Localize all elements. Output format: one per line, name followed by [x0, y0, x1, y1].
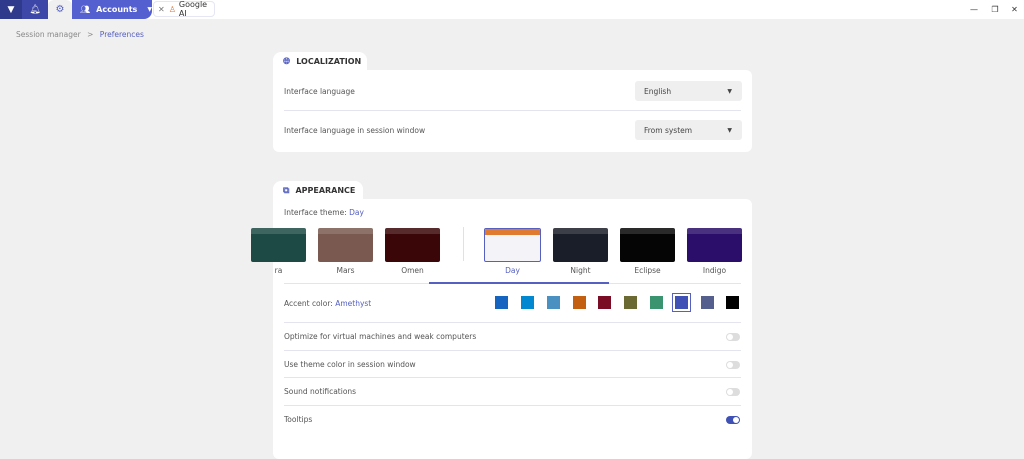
close-window-button[interactable]: ✕ — [1005, 0, 1024, 19]
theme-label: Eclipse — [634, 266, 661, 275]
restore-icon: ❐ — [991, 5, 999, 14]
theme-preview-bar — [318, 228, 373, 234]
users-icon: 👥︎ — [80, 5, 91, 14]
breadcrumb-separator: > — [87, 30, 94, 39]
theme-thumbnail-eclipse[interactable] — [620, 228, 675, 262]
theme-thumbnail-mars[interactable] — [318, 228, 373, 262]
theme-label: Interface theme: Day — [284, 208, 364, 217]
theme-preview-bar — [620, 228, 675, 234]
theme-thumbnail-ra[interactable] — [251, 228, 306, 262]
theme-thumbnail-indigo[interactable] — [687, 228, 742, 262]
appearance-card: Interface theme: Day ra Mars Omen Day Night E… — [251, 199, 752, 459]
tooltips-label: Tooltips — [284, 415, 313, 424]
theme-divider — [463, 227, 464, 261]
sound-notifications-toggle[interactable] — [726, 388, 740, 396]
localization-card: Interface language English ▼ Interface la… — [273, 70, 752, 152]
bell-icon: 🔔︎ — [29, 4, 41, 15]
section-title: APPEARANCE — [295, 186, 356, 195]
divider — [284, 377, 741, 378]
localization-header: 🌐︎ LOCALIZATION — [273, 52, 367, 71]
theme-thumbnail-omen[interactable] — [385, 228, 440, 262]
accent-label: Accent color: Amethyst — [284, 299, 372, 308]
tooltips-toggle[interactable] — [726, 416, 740, 424]
chevron-down-icon[interactable]: ▼ — [147, 6, 152, 13]
sound-notifications-label: Sound notifications — [284, 387, 357, 396]
session-language-select[interactable]: From system ▼ — [635, 120, 742, 140]
breadcrumb: Session manager > Preferences — [16, 30, 144, 39]
profile-icon: ♙ — [168, 4, 176, 14]
minimize-icon: — — [970, 5, 978, 14]
notifications-button[interactable]: 🔔︎ — [22, 0, 48, 19]
title-bar: ▼ 🔔︎ ⚙ 👥︎ Accounts ▼ ✕ ♙ Google AI — ❐ ✕ — [0, 0, 1024, 19]
theme-color-session-label: Use theme color in session window — [284, 360, 416, 369]
accent-swatch[interactable] — [598, 296, 611, 309]
session-language-label: Interface language in session window — [284, 126, 426, 135]
theme-label: ra — [274, 266, 283, 275]
settings-tab[interactable]: ⚙ — [48, 0, 72, 19]
accent-swatch[interactable] — [650, 296, 663, 309]
divider — [284, 322, 741, 323]
select-value: English — [644, 86, 672, 96]
theme-color-session-toggle[interactable] — [726, 361, 740, 369]
accounts-label: Accounts — [96, 5, 138, 14]
theme-label: Night — [570, 266, 591, 275]
theme-label: Indigo — [702, 266, 727, 275]
divider — [284, 405, 741, 406]
theme-thumbnail-day[interactable] — [484, 228, 541, 262]
accounts-tab[interactable]: 👥︎ Accounts ▼ — [72, 0, 152, 19]
accent-swatch[interactable] — [726, 296, 739, 309]
app-logo-button[interactable]: ▼ — [0, 0, 22, 19]
accent-swatch[interactable] — [521, 296, 534, 309]
close-icon: ✕ — [1011, 5, 1018, 14]
accent-swatch[interactable] — [672, 293, 691, 312]
restore-button[interactable]: ❐ — [985, 0, 1005, 19]
interface-language-label: Interface language — [284, 87, 355, 96]
theme-preview-bar — [251, 228, 306, 234]
breadcrumb-parent[interactable]: Session manager — [16, 30, 81, 39]
divider — [284, 110, 741, 111]
palette-icon: ⧉ — [283, 185, 290, 196]
close-icon[interactable]: ✕ — [158, 4, 165, 14]
accent-swatch[interactable] — [573, 296, 586, 309]
divider — [284, 350, 741, 351]
globe-icon: 🌐︎ — [283, 56, 291, 67]
theme-scrollbar-thumb[interactable] — [429, 282, 609, 284]
caret-down-icon: ▼ — [727, 126, 732, 134]
caret-down-icon: ▼ — [727, 87, 732, 95]
theme-label: Mars — [336, 266, 355, 275]
breadcrumb-current: Preferences — [99, 30, 144, 39]
accent-swatch[interactable] — [624, 296, 637, 309]
gear-icon: ⚙ — [55, 4, 65, 15]
tab-label: Google AI — [178, 0, 208, 18]
accent-swatch[interactable] — [547, 296, 560, 309]
theme-preview-bar — [485, 229, 540, 235]
theme-thumbnail-night[interactable] — [553, 228, 608, 262]
theme-preview-bar — [553, 228, 608, 234]
minimize-button[interactable]: — — [964, 0, 984, 19]
theme-label: Day — [505, 266, 520, 275]
theme-label: Omen — [401, 266, 424, 275]
accent-swatch[interactable] — [495, 296, 508, 309]
interface-language-select[interactable]: English ▼ — [635, 81, 742, 101]
select-value: From system — [644, 125, 693, 135]
app-logo-icon: ▼ — [7, 4, 15, 15]
optimize-label: Optimize for virtual machines and weak c… — [284, 332, 477, 341]
browser-tab[interactable]: ✕ ♙ Google AI — [153, 0, 215, 18]
theme-preview-bar — [687, 228, 742, 234]
appearance-header: ⧉ APPEARANCE — [273, 181, 363, 200]
theme-preview-bar — [385, 228, 440, 234]
accent-swatch[interactable] — [701, 296, 714, 309]
section-title: LOCALIZATION — [296, 57, 362, 66]
optimize-toggle[interactable] — [726, 333, 740, 341]
